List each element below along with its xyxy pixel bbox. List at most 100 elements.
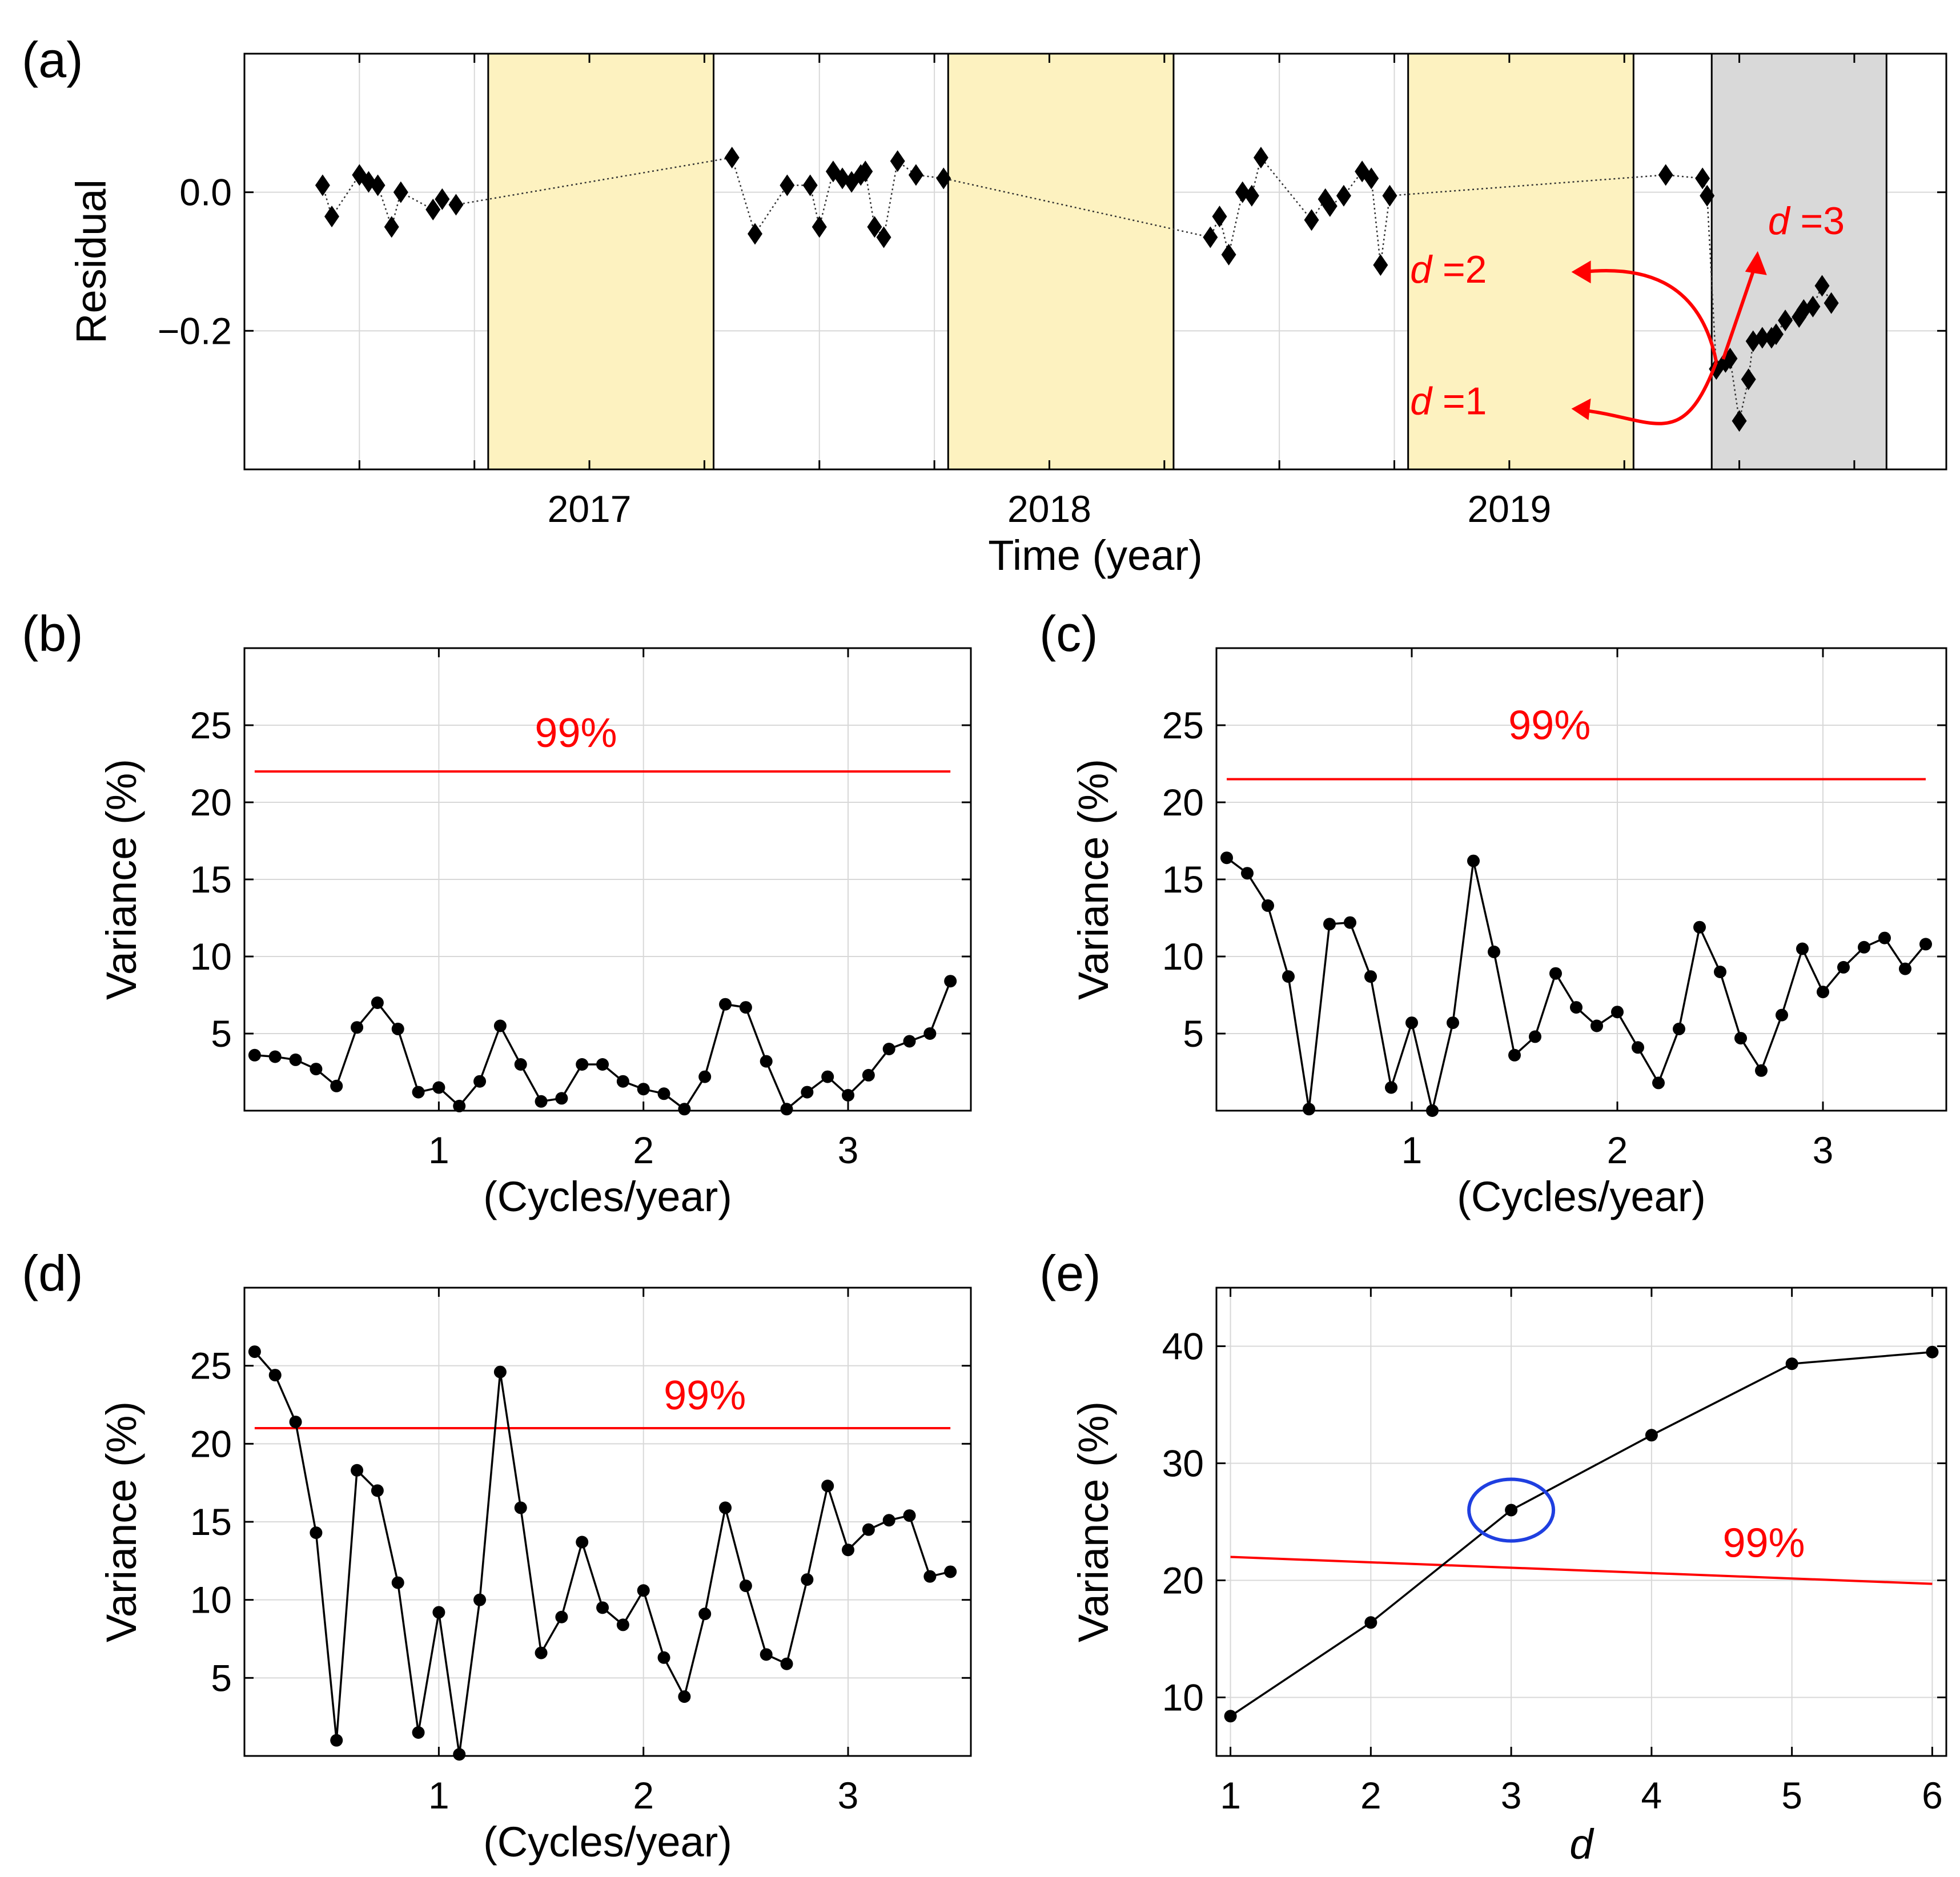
chart-b-data-point — [453, 1099, 466, 1112]
chart-c-data-point — [1817, 986, 1829, 999]
chart-a-x-axis-label: Time (year) — [988, 532, 1203, 579]
chart-a-data-point — [890, 150, 905, 172]
chart-c-data-point — [1549, 967, 1562, 980]
chart-c-data-point — [1467, 854, 1480, 867]
chart-d-data-point — [371, 1484, 384, 1497]
chart-e-x-tick-label: 2 — [1360, 1774, 1381, 1816]
chart-a-annotation-d1: d =1 — [1410, 380, 1487, 423]
chart-b-threshold-label: 99% — [535, 710, 617, 756]
chart-e-x-tick-label: 5 — [1781, 1774, 1802, 1816]
chart-a-data-point — [1203, 226, 1218, 248]
chart-a-data-point — [1754, 327, 1770, 349]
chart-b-data-point — [310, 1063, 323, 1076]
chart-d-data-point — [760, 1648, 773, 1661]
chart-c-y-tick-label: 5 — [1183, 1012, 1204, 1055]
chart-b-data-point — [576, 1058, 589, 1071]
chart-d-data-point — [555, 1610, 568, 1623]
chart-a-data-point — [1814, 275, 1830, 297]
chart-b-data-point — [535, 1095, 548, 1108]
chart-c-y-tick-label: 15 — [1162, 858, 1204, 901]
chart-b-data-point — [760, 1055, 773, 1068]
chart-d-data-point — [473, 1593, 487, 1606]
chart-b-data-point — [493, 1019, 507, 1032]
chart-c-data-point — [1611, 1006, 1624, 1019]
chart-d-data-point — [719, 1501, 732, 1514]
chart-c-data-point — [1673, 1022, 1685, 1035]
chart-a-data-point — [908, 164, 923, 186]
chart-b-data-point — [862, 1068, 875, 1082]
chart-c-data-point — [1632, 1041, 1644, 1054]
chart-c-data-point — [1303, 1103, 1315, 1116]
chart-d-panel-label: (d) — [22, 1245, 83, 1301]
chart-e-plot-area — [1216, 1288, 1946, 1756]
chart-b-data-point — [698, 1070, 712, 1083]
chart-d-y-tick-label: 10 — [190, 1579, 232, 1621]
chart-c-x-axis-label: (Cycles/year) — [1457, 1173, 1706, 1220]
chart-a-data-point — [1364, 167, 1379, 190]
chart-a-data-point — [393, 181, 408, 203]
chart-d-data-point — [514, 1501, 527, 1514]
chart-c-data-point — [1734, 1032, 1747, 1045]
chart-a-data-point — [1244, 184, 1259, 207]
chart-c-data-point — [1447, 1016, 1459, 1030]
chart-b-x-axis-label: (Cycles/year) — [483, 1173, 732, 1220]
chart-c-x-tick-label: 3 — [1813, 1129, 1834, 1171]
panel-a-residual-chart: d =1 d =2 d =3 2017 2018 2019 0.0 −0.2 Time (yea… — [22, 31, 1947, 579]
chart-a-x-tick-label: 2019 — [1467, 488, 1551, 530]
chart-c-data-point — [1776, 1008, 1788, 1022]
chart-b-data-point — [371, 996, 384, 1009]
chart-d-data-point — [391, 1576, 404, 1589]
chart-c-data-point — [1488, 945, 1500, 958]
chart-b-data-point — [821, 1070, 834, 1083]
chart-a-arrow-d2 — [1583, 268, 1718, 363]
chart-d-y-tick-label: 15 — [190, 1501, 232, 1543]
chart-a-data-point — [1741, 368, 1756, 391]
chart-a-data-point — [448, 194, 464, 216]
chart-e-x-tick-label: 3 — [1501, 1774, 1522, 1816]
chart-b-data-point — [248, 1048, 261, 1062]
chart-b-y-tick-label: 15 — [190, 858, 232, 901]
chart-b-data-point — [780, 1103, 793, 1116]
chart-a-shaded-region — [947, 53, 1175, 471]
chart-d-data-point — [248, 1345, 261, 1358]
chart-b-y-tick-label: 5 — [211, 1012, 232, 1055]
chart-a-data-point — [1373, 254, 1388, 276]
chart-e-highlight-ellipse — [1467, 1477, 1556, 1543]
chart-b-data-point — [268, 1050, 282, 1063]
chart-b-data-point — [555, 1092, 568, 1105]
chart-c-data-point — [1899, 962, 1911, 975]
chart-a-x-tick-label: 2017 — [548, 488, 632, 530]
chart-a-shaded-region — [487, 53, 715, 471]
chart-a-arrow-d1 — [1580, 361, 1718, 425]
chart-d-data-point — [493, 1365, 507, 1378]
chart-d-x-tick-label: 2 — [633, 1774, 654, 1816]
chart-b-data-point — [330, 1079, 343, 1092]
chart-c-data-point — [1220, 851, 1233, 865]
chart-d-data-point — [862, 1523, 875, 1536]
chart-a-annotation-d2: d =2 — [1410, 248, 1487, 291]
chart-a-data-point — [1336, 184, 1351, 207]
chart-b-data-point — [351, 1021, 364, 1034]
chart-b-data-point — [739, 1001, 752, 1014]
panel-b-variance-chart: 99% 1 2 3 5 10 15 20 25 (Cycles/year) Variance (%)… — [22, 605, 972, 1220]
chart-d-data-point — [351, 1464, 364, 1477]
chart-a-data-point — [724, 147, 740, 168]
chart-e-threshold-line — [1230, 1556, 1933, 1585]
chart-c-data-point — [1529, 1030, 1541, 1043]
chart-c-data-point — [1837, 960, 1850, 974]
chart-e-y-tick-label: 30 — [1162, 1442, 1204, 1485]
chart-c-data-point — [1282, 970, 1295, 983]
chart-a-data-point — [1382, 184, 1397, 207]
chart-a-data-point — [780, 174, 795, 196]
chart-a-y-axis-label: Residual — [67, 179, 115, 344]
chart-c-data-point — [1344, 916, 1356, 929]
chart-a-data-point — [812, 216, 827, 238]
chart-a-data-point — [384, 216, 399, 238]
chart-a-data-point — [1221, 243, 1236, 266]
chart-e-y-tick-label: 20 — [1162, 1560, 1204, 1602]
chart-d-data-point — [944, 1565, 957, 1578]
chart-a-data-point — [1658, 164, 1673, 186]
chart-b-data-point — [412, 1086, 425, 1099]
chart-a-arrowhead-d1 — [1571, 398, 1591, 420]
chart-a-axes-frame — [243, 53, 1947, 471]
